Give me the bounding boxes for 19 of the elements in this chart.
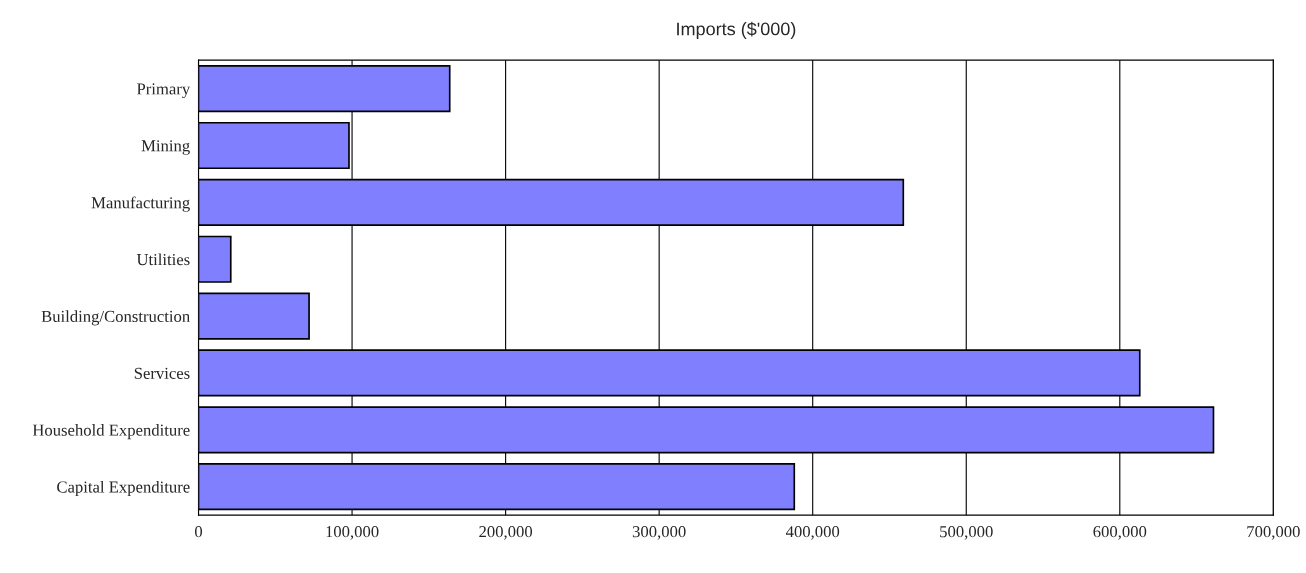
y-tick-label: Services [134,367,190,379]
x-tick-label: 500,000 [940,526,993,540]
bar [198,235,232,283]
x-tick-label: 200,000 [479,526,533,540]
y-tick-label: Mining [141,140,190,155]
x-tick-label: 100,000 [326,526,379,540]
x-tick-label: 0 [194,526,203,538]
chart-title: Imports ($'000) [677,21,796,39]
x-tick-label: 600,000 [1093,526,1147,540]
x-tick-label: 700,000 [1247,526,1300,540]
y-tick-label: Building/Construction [41,310,190,326]
x-tick-label: 400,000 [785,526,840,540]
y-tick-label: Utilities [136,253,190,266]
x-tick-label: 300,000 [632,526,686,540]
y-tick-label: Capital Expenditure [57,480,190,497]
bar [198,292,310,340]
y-tick-label: Manufacturing [91,196,190,212]
y-tick-label: Primary [136,83,191,98]
y-tick-label: Household Expenditure [32,424,190,440]
